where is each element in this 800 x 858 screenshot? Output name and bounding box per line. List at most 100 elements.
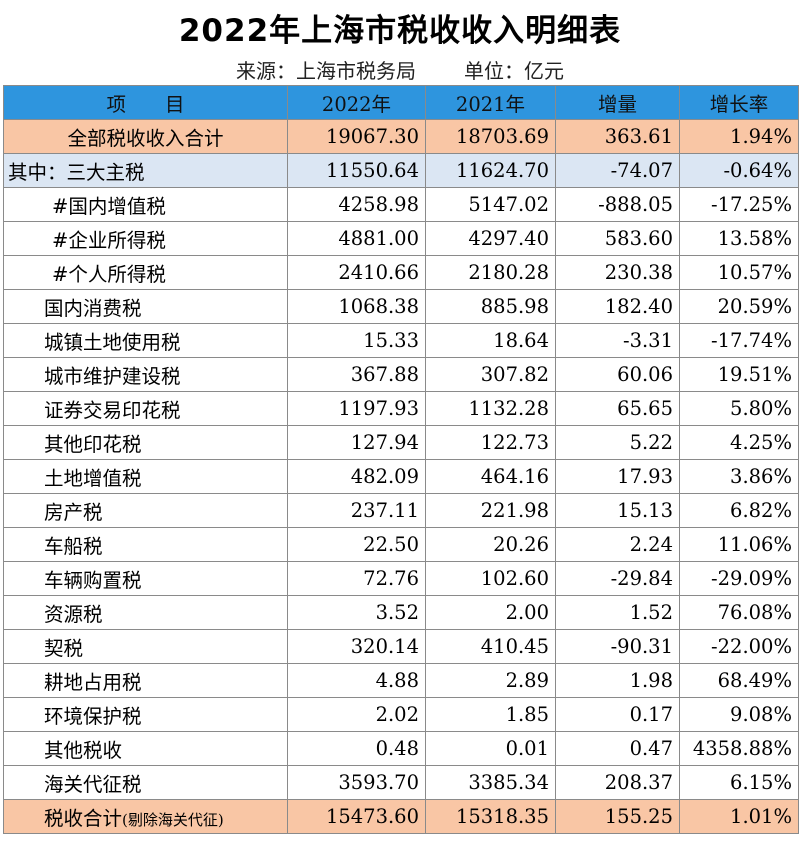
table-subtitle: 来源：上海市税务局 单位：亿元 [0, 54, 800, 85]
cell-2022: 367.88 [287, 357, 426, 392]
cell-rate: 1.01% [679, 799, 799, 834]
table-row: 海关代征税 3593.70 3385.34 208.37 6.15% [3, 765, 799, 800]
row-name: #个人所得税 [3, 255, 288, 290]
cell-2021: 18703.69 [425, 119, 556, 154]
cell-rate: -0.64% [679, 153, 799, 188]
cell-delta: 60.06 [555, 357, 680, 392]
header-2021: 2021年 [425, 85, 556, 120]
cell-2021: 4297.40 [425, 221, 556, 256]
cell-rate: 1.94% [679, 119, 799, 154]
table-row: 耕地占用税 4.88 2.89 1.98 68.49% [3, 663, 799, 698]
row-name: 耕地占用税 [3, 663, 288, 698]
cell-rate: -29.09% [679, 561, 799, 596]
cell-rate: 10.57% [679, 255, 799, 290]
cell-2022: 1068.38 [287, 289, 426, 324]
cell-delta: 17.93 [555, 459, 680, 494]
cell-2022: 19067.30 [287, 119, 426, 154]
row-name-cell: 税收合计(剔除海关代征) [3, 799, 288, 834]
cell-2021: 20.26 [425, 527, 556, 562]
cell-2022: 127.94 [287, 425, 426, 460]
tax-revenue-table: 项 目 2022年 2021年 增量 增长率 全部税收收入合计 19067.30… [3, 85, 799, 834]
header-delta: 增量 [555, 85, 680, 120]
unit-label: 单位：亿元 [464, 59, 564, 83]
cell-rate: -17.74% [679, 323, 799, 358]
cell-2022: 4.88 [287, 663, 426, 698]
cell-delta: -3.31 [555, 323, 680, 358]
table-row: 资源税 3.52 2.00 1.52 76.08% [3, 595, 799, 630]
cell-2022: 4881.00 [287, 221, 426, 256]
cell-rate: 4.25% [679, 425, 799, 460]
cell-rate: 13.58% [679, 221, 799, 256]
cell-2021: 221.98 [425, 493, 556, 528]
row-name: 证券交易印花税 [3, 391, 288, 426]
cell-rate: -17.25% [679, 187, 799, 222]
cell-2022: 2410.66 [287, 255, 426, 290]
row-name: 车船税 [3, 527, 288, 562]
cell-2021: 122.73 [425, 425, 556, 460]
cell-2021: 885.98 [425, 289, 556, 324]
table-row: 城市维护建设税 367.88 307.82 60.06 19.51% [3, 357, 799, 392]
cell-rate: 76.08% [679, 595, 799, 630]
table-row: #企业所得税 4881.00 4297.40 583.60 13.58% [3, 221, 799, 256]
cell-delta: 363.61 [555, 119, 680, 154]
row-name: 其他税收 [3, 731, 288, 766]
cell-2022: 237.11 [287, 493, 426, 528]
cell-2022: 0.48 [287, 731, 426, 766]
row-name: 税收合计 [44, 807, 123, 830]
table-row: 其他税收 0.48 0.01 0.47 4358.88% [3, 731, 799, 766]
cell-rate: 11.06% [679, 527, 799, 562]
header-item: 项 目 [3, 85, 288, 120]
row-name: 环境保护税 [3, 697, 288, 732]
cell-2021: 11624.70 [425, 153, 556, 188]
cell-2021: 15318.35 [425, 799, 556, 834]
cell-2022: 320.14 [287, 629, 426, 664]
cell-delta: 583.60 [555, 221, 680, 256]
cell-delta: 230.38 [555, 255, 680, 290]
cell-2022: 22.50 [287, 527, 426, 562]
cell-delta: 1.98 [555, 663, 680, 698]
table-row: 车船税 22.50 20.26 2.24 11.06% [3, 527, 799, 562]
cell-delta: -74.07 [555, 153, 680, 188]
cell-delta: 0.47 [555, 731, 680, 766]
row-name: 其他印花税 [3, 425, 288, 460]
row-name: 城镇土地使用税 [3, 323, 288, 358]
cell-delta: 182.40 [555, 289, 680, 324]
row-name: 其中：三大主税 [3, 153, 288, 188]
table-row: 车辆购置税 72.76 102.60 -29.84 -29.09% [3, 561, 799, 596]
table-row: 环境保护税 2.02 1.85 0.17 9.08% [3, 697, 799, 732]
cell-delta: -888.05 [555, 187, 680, 222]
cell-delta: 1.52 [555, 595, 680, 630]
cell-2021: 2.89 [425, 663, 556, 698]
cell-rate: -22.00% [679, 629, 799, 664]
row-name: 全部税收收入合计 [3, 119, 288, 154]
row-name: 契税 [3, 629, 288, 664]
cell-rate: 3.86% [679, 459, 799, 494]
row-name: 土地增值税 [3, 459, 288, 494]
cell-delta: 2.24 [555, 527, 680, 562]
cell-2021: 2180.28 [425, 255, 556, 290]
table-row-tax-total: 税收合计(剔除海关代征) 15473.60 15318.35 155.25 1.… [3, 799, 799, 834]
source-label: 来源：上海市税务局 [236, 59, 416, 83]
cell-delta: -29.84 [555, 561, 680, 596]
cell-delta: 208.37 [555, 765, 680, 800]
header-2022: 2022年 [287, 85, 426, 120]
cell-2021: 307.82 [425, 357, 556, 392]
table-row: 国内消费税 1068.38 885.98 182.40 20.59% [3, 289, 799, 324]
cell-2021: 102.60 [425, 561, 556, 596]
cell-2022: 4258.98 [287, 187, 426, 222]
cell-rate: 68.49% [679, 663, 799, 698]
cell-2022: 15.33 [287, 323, 426, 358]
table-row: 房产税 237.11 221.98 15.13 6.82% [3, 493, 799, 528]
table-row: #国内增值税 4258.98 5147.02 -888.05 -17.25% [3, 187, 799, 222]
cell-delta: 15.13 [555, 493, 680, 528]
cell-delta: 5.22 [555, 425, 680, 460]
table-row-total: 全部税收收入合计 19067.30 18703.69 363.61 1.94% [3, 119, 799, 154]
cell-2022: 72.76 [287, 561, 426, 596]
table-row: 契税 320.14 410.45 -90.31 -22.00% [3, 629, 799, 664]
cell-2021: 1132.28 [425, 391, 556, 426]
cell-2022: 3.52 [287, 595, 426, 630]
row-name: 资源税 [3, 595, 288, 630]
cell-2021: 0.01 [425, 731, 556, 766]
cell-2021: 2.00 [425, 595, 556, 630]
table-row: 土地增值税 482.09 464.16 17.93 3.86% [3, 459, 799, 494]
